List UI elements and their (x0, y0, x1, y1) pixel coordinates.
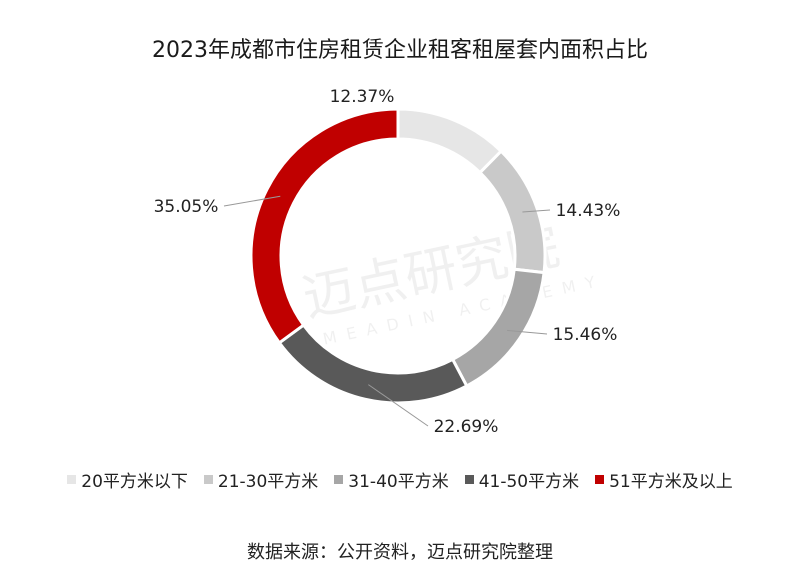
legend-label: 51平方米及以上 (609, 472, 733, 492)
data-label: 22.69% (434, 417, 499, 437)
legend-label: 31-40平方米 (348, 472, 449, 492)
legend-item: 20平方米以下 (67, 467, 188, 492)
legend-label: 41-50平方米 (478, 472, 580, 492)
legend-label: 20平方米以下 (81, 472, 188, 492)
leader-line (506, 329, 548, 335)
donut-slice-3 (450, 267, 546, 388)
donut-slice-1 (396, 107, 504, 175)
donut-slice-5 (249, 107, 400, 345)
donut-slice-4 (277, 322, 469, 405)
legend-item: 41-50平方米 (464, 467, 580, 492)
donut-slice-2 (477, 149, 547, 275)
leader-line (368, 384, 429, 427)
donut-chart: 12.37% 14.43% 15.46% 22.69% 35.05% (154, 87, 621, 437)
legend-swatch (595, 475, 605, 484)
legend: 20平方米以下 21-30平方米 31-40平方米 41-50平方米 51平方米及以上 (0, 467, 800, 492)
data-label: 35.05% (154, 197, 219, 217)
legend-item: 31-40平方米 (334, 467, 449, 492)
data-label: 12.37% (330, 87, 395, 107)
legend-item: 51平方米及以上 (595, 467, 733, 492)
source-note: 数据来源：公开资料，迈点研究院整理 (247, 542, 553, 563)
leader-line (223, 195, 281, 207)
legend-swatch (203, 475, 213, 484)
legend-swatch (334, 475, 344, 484)
data-label: 15.46% (553, 325, 618, 345)
data-label: 14.43% (556, 201, 621, 221)
legend-swatch (67, 475, 77, 484)
legend-swatch (464, 475, 474, 484)
leader-line (522, 209, 551, 213)
chart-title: 2023年成都市住房租赁企业租客租屋套内面积占比 (152, 38, 648, 63)
legend-item: 21-30平方米 (203, 467, 319, 492)
legend-label: 21-30平方米 (217, 472, 319, 492)
